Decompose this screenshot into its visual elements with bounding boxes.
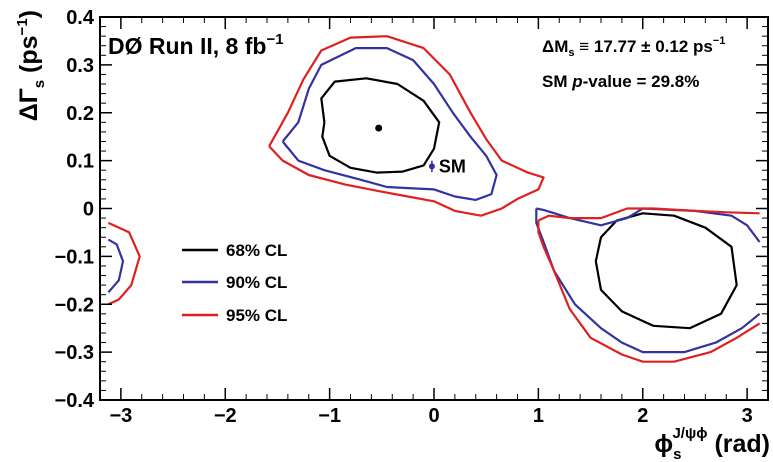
contour-95-cl-3	[107, 221, 141, 306]
points-group: SM	[375, 124, 466, 176]
contour-lines-group	[107, 35, 761, 363]
axis-ticks-group: −3 −2 −1 0 1 2 3 −0.4 −0.3 −0.2 −0.1 0 0.1 0.2 0.3 0.4	[55, 7, 769, 427]
legend-label: 68% CL	[226, 241, 287, 260]
y-tick-label: 0	[83, 199, 94, 221]
sm-point	[428, 163, 435, 170]
x-tick-label: 3	[742, 405, 753, 427]
legend: 68% CL 90% CL 95% CL	[182, 241, 287, 325]
chart-title: DØ Run II, 8 fb−1	[108, 31, 284, 59]
y-tick-label: −0.3	[55, 342, 94, 364]
contour-95-cl-2	[537, 220, 761, 363]
y-tick-label: 0.1	[66, 151, 94, 173]
contour-90-cl-3	[107, 238, 125, 294]
y-tick-label: 0.4	[66, 7, 95, 29]
y-axis-label: ΔΓs (ps−1)	[14, 10, 48, 121]
best-fit-point	[375, 124, 383, 132]
x-tick-label: 2	[637, 405, 648, 427]
pvalue-annotation: SM p-value = 29.8%	[542, 72, 699, 91]
y-tick-label: 0.2	[66, 103, 94, 125]
contour-90-cl-1	[536, 207, 761, 243]
x-tick-label: 0	[428, 405, 439, 427]
contour-90-cl-2	[535, 208, 761, 354]
x-tick-label: −1	[318, 405, 341, 427]
contour-68-cl-0	[320, 77, 441, 174]
text-group: DØ Run II, 8 fb−1 ΔMs ≡ 17.77 ± 0.12 ps−1…	[14, 10, 770, 462]
contour-95-cl-0	[268, 35, 545, 217]
legend-label: 90% CL	[226, 273, 287, 292]
dm-annotation: ΔMs ≡ 17.77 ± 0.12 ps−1	[542, 35, 725, 59]
y-tick-label: 0.3	[66, 55, 94, 77]
y-tick-label: −0.2	[55, 294, 94, 316]
legend-label: 95% CL	[226, 306, 287, 325]
contour-95-cl-1	[537, 207, 760, 222]
x-tick-label: −3	[109, 405, 132, 427]
contour-68-cl-1	[594, 212, 738, 330]
y-tick-label: −0.4	[55, 390, 95, 412]
x-axis-label: ϕsJ/ψϕ (rad)	[654, 425, 770, 462]
x-tick-label: −2	[214, 405, 237, 427]
contour-90-cl-0	[281, 47, 498, 201]
y-tick-label: −0.1	[55, 246, 94, 268]
x-tick-label: 1	[533, 405, 544, 427]
sm-label: SM	[439, 156, 466, 176]
